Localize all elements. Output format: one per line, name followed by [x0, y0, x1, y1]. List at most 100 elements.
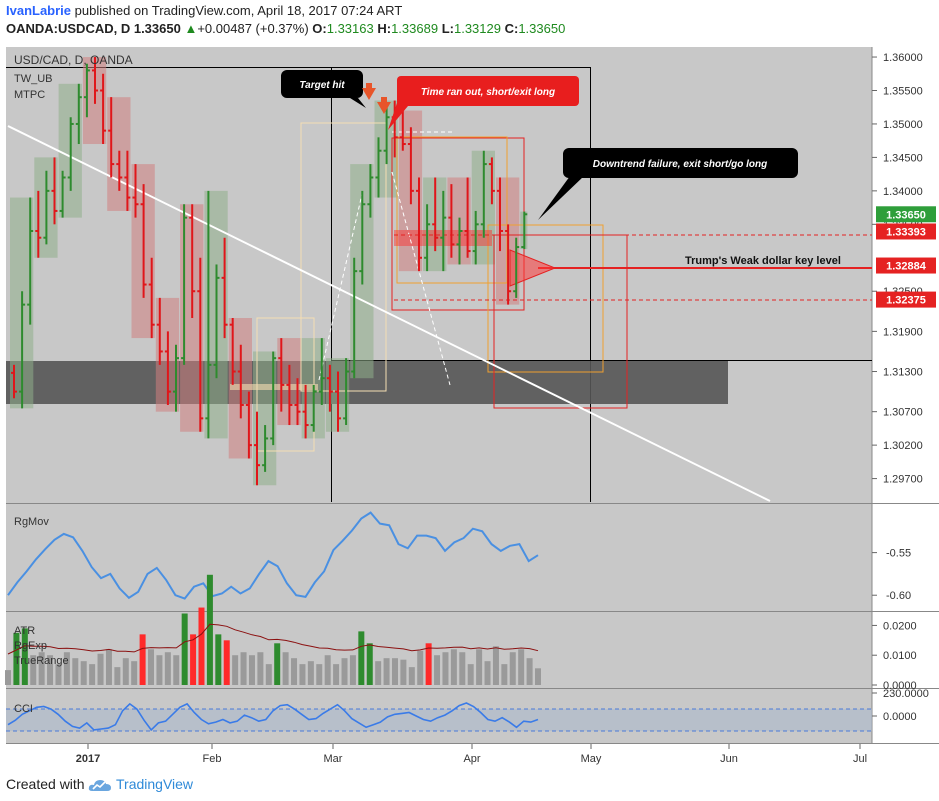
- chart-title: USD/CAD, D, OANDA: [14, 53, 133, 67]
- time-axis[interactable]: 2017 Feb Mar Apr May Jun Jul: [76, 744, 867, 765]
- price-bar: [343, 358, 350, 426]
- price-bar: [432, 177, 439, 252]
- projection-box[interactable]: [487, 224, 604, 373]
- svg-text:Target hit: Target hit: [299, 80, 345, 91]
- atr-histogram: [5, 574, 541, 685]
- price-bar: [19, 291, 26, 409]
- atr-bar: [450, 649, 457, 685]
- x-tick-label: Apr: [463, 753, 480, 765]
- rgmov-pane[interactable]: [6, 504, 872, 611]
- atr-bar: [518, 649, 525, 685]
- x-tick-label: Feb: [203, 753, 222, 765]
- annotation-trump-key-level: Trump's Weak dollar key level: [685, 255, 841, 267]
- atr-tick-label: 0.0000: [883, 680, 917, 692]
- price-label-text: 1.33650: [886, 209, 926, 221]
- atr-bar: [535, 668, 541, 685]
- price-scale[interactable]: [872, 47, 939, 743]
- atr-bar: [63, 652, 70, 685]
- atr-bar: [190, 634, 197, 685]
- x-tick-label: Jun: [720, 753, 738, 765]
- chart-canvas[interactable]: USD/CAD, D, OANDA TW_UB MTPC Target hit …: [0, 40, 939, 770]
- annotation-time-ran-out[interactable]: Time ran out, short/exit long: [388, 76, 579, 130]
- price-bar: [116, 150, 123, 191]
- price-bar: [440, 190, 447, 272]
- atr-bar: [13, 632, 20, 685]
- symbol-label: OANDA:USDCAD, D: [6, 21, 131, 36]
- atr-bar: [442, 652, 449, 685]
- annotation-target-hit[interactable]: Target hit: [281, 70, 366, 108]
- high-label: H:: [377, 21, 392, 36]
- close-label: C:: [504, 21, 519, 36]
- atr-bar: [417, 650, 424, 685]
- svg-text:Downtrend failure, exit short/: Downtrend failure, exit short/go long: [593, 159, 767, 170]
- atr-bar: [223, 640, 230, 685]
- down-arrow-icon: [366, 83, 372, 89]
- price-bar: [67, 117, 74, 191]
- price-label: [876, 206, 936, 223]
- indicator-label-mtpc: MTPC: [14, 89, 45, 101]
- price-bar: [335, 371, 341, 432]
- price-bar: [173, 344, 179, 412]
- price-bar: [270, 351, 277, 446]
- price-label: [876, 257, 936, 274]
- price-bar: [407, 127, 414, 205]
- atr-bar: [501, 664, 508, 685]
- price-bar: [505, 224, 512, 305]
- price-bar: [164, 331, 171, 405]
- down-arrow-icon: [381, 97, 387, 103]
- tradingview-link[interactable]: TradingView: [116, 776, 194, 792]
- atr-bar: [122, 658, 129, 685]
- high-value: 1.33689: [391, 21, 439, 36]
- projection-box[interactable]: [493, 234, 628, 409]
- last-price: 1.33650: [133, 21, 181, 36]
- price-bar: [35, 190, 42, 258]
- atr-bar: [164, 652, 171, 685]
- price-bar: [181, 204, 188, 365]
- price-bar: [383, 103, 390, 165]
- price-bar: [213, 264, 220, 379]
- price-bar: [375, 137, 382, 198]
- atr-axis: 0.0200 0.0100 0.0000: [872, 620, 917, 692]
- indicator-label-tw-ub: TW_UB: [14, 73, 53, 85]
- annotation-downtrend-failure[interactable]: Downtrend failure, exit short/go long: [538, 148, 798, 220]
- created-with-text: Created with: [6, 776, 85, 792]
- atr-bar: [492, 646, 499, 685]
- truerange-label: TrueRange: [14, 655, 69, 667]
- price-bar: [140, 184, 147, 298]
- price-bar: [488, 157, 495, 205]
- x-tick-label: Mar: [324, 753, 343, 765]
- author-link[interactable]: IvanLabrie: [6, 3, 72, 18]
- atr-bar: [240, 652, 247, 685]
- price-bar: [75, 83, 82, 145]
- price-bar: [464, 177, 471, 258]
- atr-bar: [21, 628, 28, 685]
- atr-bar: [316, 664, 323, 685]
- price-bar: [221, 237, 228, 339]
- y-tick-label: 1.34000: [883, 186, 923, 198]
- footer: Created with TradingView: [0, 770, 939, 801]
- atr-bar: [114, 667, 121, 685]
- price-bar: [245, 391, 252, 459]
- price-bar: [480, 150, 487, 238]
- price-bar: [294, 378, 301, 426]
- low-value: 1.33129: [453, 21, 501, 36]
- chart-header: IvanLabrie published on TradingView.com,…: [0, 0, 939, 40]
- atr-bar: [47, 655, 54, 685]
- y-tick-label: 1.34500: [883, 152, 923, 164]
- y-tick-label: 1.30200: [883, 440, 923, 452]
- projection-box[interactable]: [396, 136, 508, 284]
- atr-bar: [366, 643, 373, 685]
- svg-text:Time ran out, short/exit long: Time ran out, short/exit long: [421, 87, 555, 98]
- price-bar: [351, 257, 358, 379]
- atr-bar: [206, 574, 213, 685]
- price-bar: [286, 364, 293, 426]
- price-bar: [254, 411, 260, 486]
- price-bar: [59, 170, 66, 218]
- atr-bar: [484, 661, 491, 685]
- price-bar: [302, 384, 309, 439]
- cci-label: CCI: [14, 703, 33, 715]
- price-bar: [359, 190, 366, 285]
- projection-box[interactable]: [300, 122, 387, 392]
- y-tick-label: 1.31900: [883, 326, 923, 338]
- atr-bar: [173, 655, 180, 685]
